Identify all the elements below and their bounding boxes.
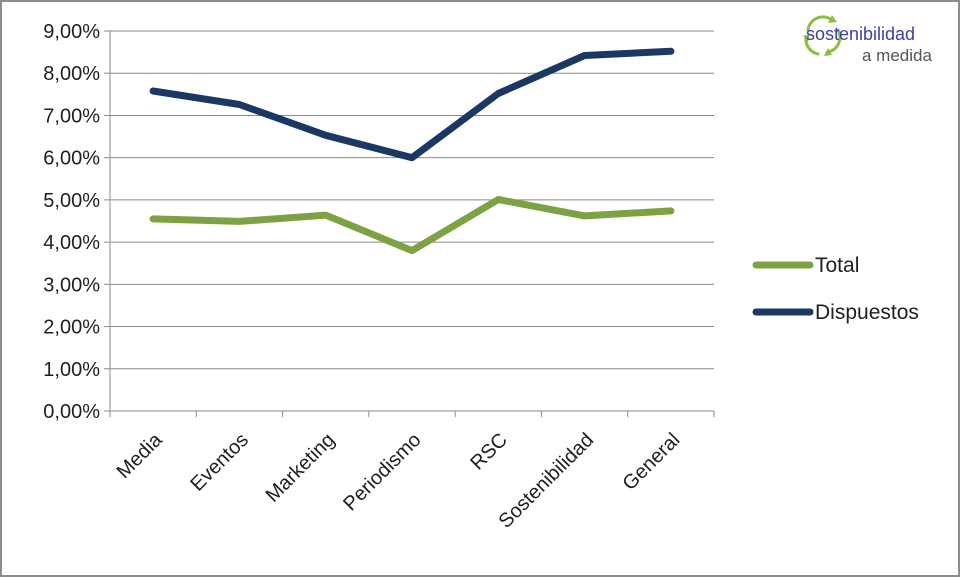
y-tick-labels: 0,00% 1,00% 2,00% 3,00% 4,00% 5,00% 6,00% 7,00%… — [43, 21, 100, 423]
x-tick-label: Marketing — [262, 429, 340, 507]
x-tick-labels: Media Eventos Marketing Periodismo RSCSosten… — [113, 428, 685, 532]
x-tick-label: RSC — [466, 429, 511, 474]
y-tick-label: 1,00% — [43, 359, 100, 381]
series-lines — [149, 47, 675, 255]
y-tick-label: 5,00% — [43, 190, 100, 212]
x-tick-label: Periodismo — [339, 429, 425, 515]
y-tick-label: 9,00% — [43, 21, 100, 43]
logo-text-top: sostenibilidad — [806, 24, 915, 44]
y-tick-label: 3,00% — [43, 274, 100, 296]
x-tick-label: General — [619, 429, 685, 495]
y-tick-label: 7,00% — [43, 105, 100, 127]
legend-label-total: Total — [815, 254, 859, 277]
legend: Total Dispuestos — [752, 254, 919, 324]
recycle-arrows-icon — [803, 15, 842, 56]
y-tick-label: 6,00% — [43, 148, 100, 170]
axes — [104, 30, 715, 417]
y-tick-label: 8,00% — [43, 63, 100, 85]
logo-text-bottom: a medida — [862, 46, 932, 65]
legend-label-dispuestos: Dispuestos — [815, 301, 919, 324]
y-tick-label: 0,00% — [43, 401, 100, 423]
y-tick-label: 4,00% — [43, 232, 100, 254]
x-tick-label: Media — [113, 428, 168, 483]
sostenibilidad-logo: sostenibilidad a medida — [803, 15, 932, 65]
series-line-dispuestos — [149, 47, 675, 162]
gridlines — [110, 30, 714, 370]
y-tick-label: 2,00% — [43, 317, 100, 339]
series-line-total — [149, 196, 675, 255]
x-tick-label: Eventos — [186, 429, 253, 496]
